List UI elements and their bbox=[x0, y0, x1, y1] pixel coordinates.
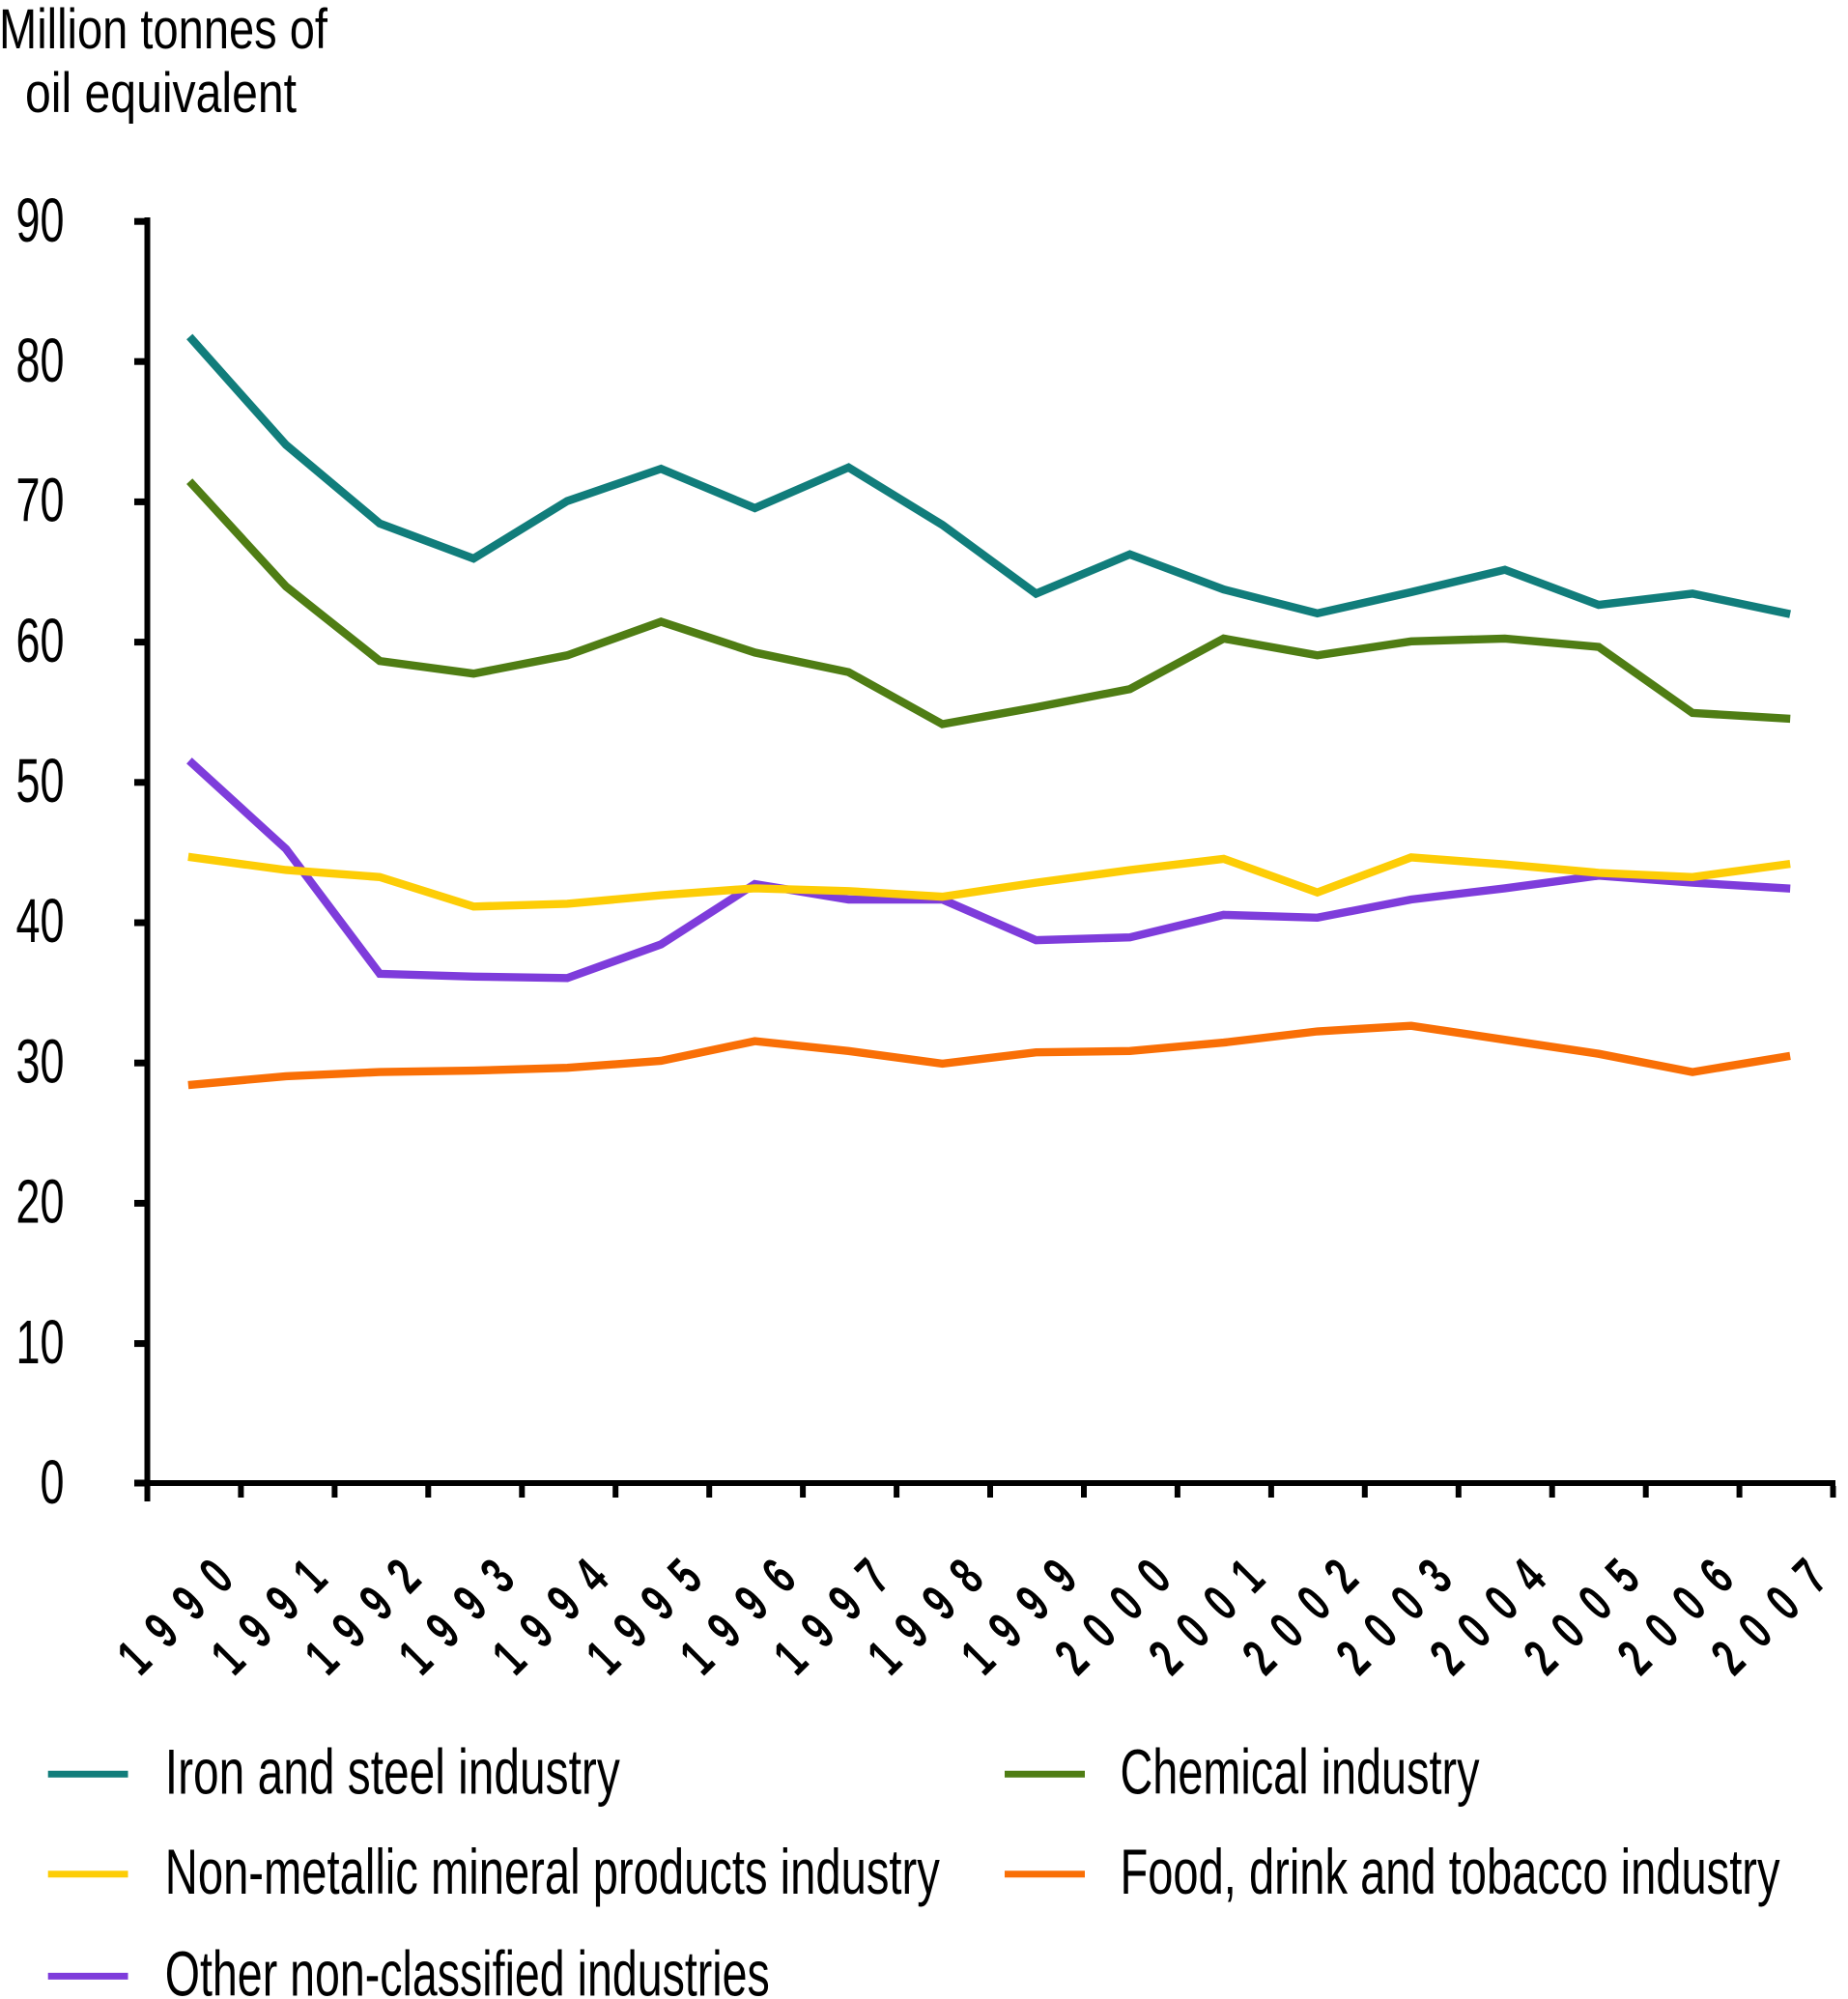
svg-text:30: 30 bbox=[16, 1026, 65, 1096]
svg-text:oil equivalent: oil equivalent bbox=[25, 62, 297, 125]
svg-text:40: 40 bbox=[16, 886, 65, 956]
svg-text:Iron and steel industry: Iron and steel industry bbox=[165, 1735, 620, 1807]
svg-text:0: 0 bbox=[41, 1447, 65, 1517]
svg-text:20: 20 bbox=[16, 1167, 65, 1237]
svg-text:Other non-classified industrie: Other non-classified industries bbox=[165, 1937, 770, 1999]
svg-text:60: 60 bbox=[16, 606, 65, 675]
svg-text:90: 90 bbox=[16, 186, 65, 255]
svg-text:Non-metallic mineral products: Non-metallic mineral products industry bbox=[165, 1836, 940, 1907]
svg-text:Chemical industry: Chemical industry bbox=[1121, 1735, 1480, 1807]
svg-text:Million tonnes of: Million tonnes of bbox=[0, 0, 328, 61]
svg-text:Food, drink and tobacco indust: Food, drink and tobacco industry bbox=[1121, 1836, 1780, 1907]
svg-text:10: 10 bbox=[16, 1307, 65, 1377]
svg-text:50: 50 bbox=[16, 746, 65, 815]
svg-text:80: 80 bbox=[16, 326, 65, 395]
svg-text:70: 70 bbox=[16, 466, 65, 535]
